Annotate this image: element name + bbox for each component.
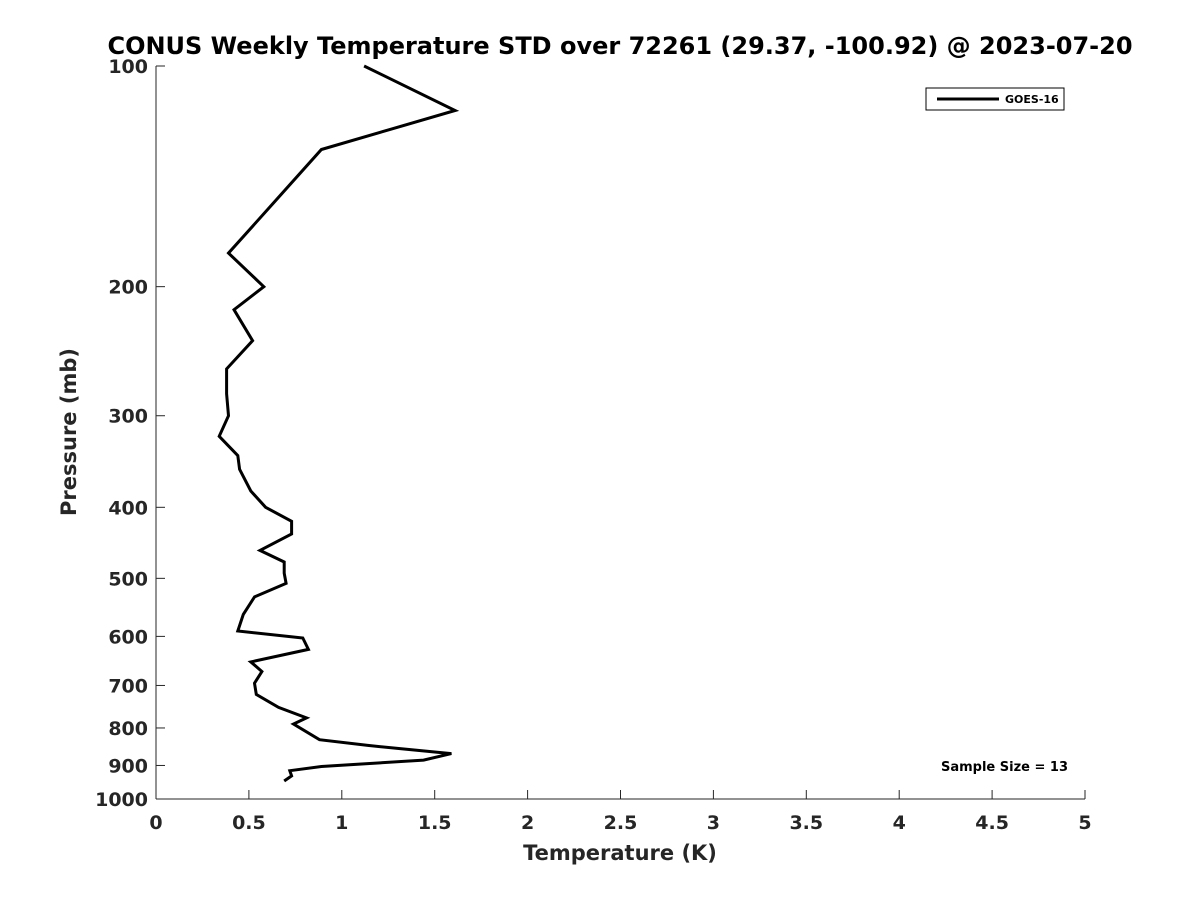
y-tick-label: 100 <box>108 56 148 78</box>
y-tick-label: 500 <box>108 568 148 590</box>
y-tick-label: 900 <box>108 755 148 777</box>
legend-label-goes-16: GOES-16 <box>1005 93 1059 106</box>
y-tick-label: 1000 <box>95 789 148 811</box>
x-tick-label: 1.5 <box>418 812 452 834</box>
y-tick-label: 600 <box>108 626 148 648</box>
x-tick-label: 5 <box>1078 812 1091 834</box>
x-tick-label: 0.5 <box>232 812 266 834</box>
x-tick-label: 4.5 <box>975 812 1009 834</box>
x-tick-label: 2.5 <box>604 812 638 834</box>
x-tick-label: 4 <box>893 812 906 834</box>
x-axis: 0 0.5 1 1.5 2 2.5 3 3.5 4 4.5 5 <box>149 790 1092 834</box>
chart-title: CONUS Weekly Temperature STD over 72261 … <box>107 32 1132 60</box>
x-axis-label: Temperature (K) <box>523 841 717 865</box>
sample-size-annotation: Sample Size = 13 <box>941 760 1068 775</box>
x-tick-label: 3 <box>707 812 720 834</box>
y-axis: 100 200 300 400 500 600 700 800 900 1000 <box>95 56 165 811</box>
x-tick-label: 2 <box>521 812 534 834</box>
x-tick-label: 1 <box>335 812 348 834</box>
y-tick-label: 700 <box>108 675 148 697</box>
x-tick-label: 3.5 <box>789 812 823 834</box>
y-tick-label: 400 <box>108 497 148 519</box>
y-tick-label: 300 <box>108 406 148 428</box>
y-tick-label: 800 <box>108 718 148 740</box>
y-axis-label: Pressure (mb) <box>57 348 81 516</box>
series-line-goes-16 <box>217 64 460 783</box>
legend: GOES-16 <box>925 87 1065 111</box>
y-tick-label: 200 <box>108 277 148 299</box>
series-layer <box>217 64 460 783</box>
plot-area <box>155 66 1085 800</box>
x-tick-label: 0 <box>149 812 162 834</box>
